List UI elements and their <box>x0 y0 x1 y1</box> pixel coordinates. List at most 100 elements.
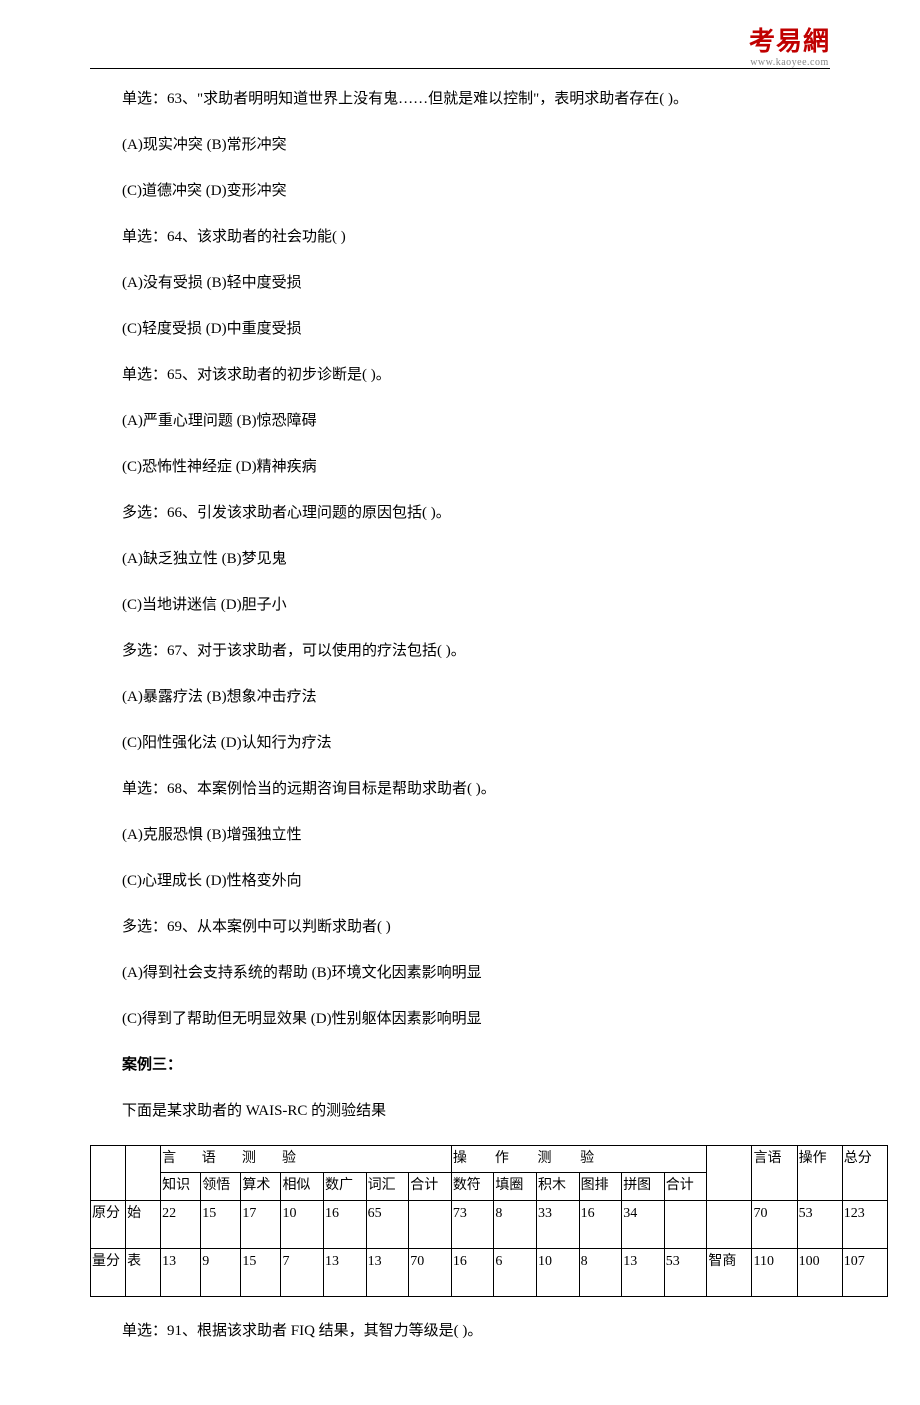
q64-stem: 单选：64、该求助者的社会功能( ) <box>122 225 830 249</box>
q68-opts-cd: (C)心理成长 (D)性格变外向 <box>122 869 830 893</box>
q67-opts-cd: (C)阳性强化法 (D)认知行为疗法 <box>122 731 830 755</box>
q65-opts-ab: (A)严重心理问题 (B)惊恐障碍 <box>122 409 830 433</box>
table-row-scale: 量分 表 13 9 15 7 13 13 70 16 6 10 8 13 53 … <box>91 1248 888 1296</box>
cell-raw-v-d: 10 <box>281 1200 324 1248</box>
cell-perf-group: 作 <box>494 1146 537 1173</box>
cell-sum-total: 总分 <box>842 1146 887 1201</box>
logo-url: www.kaoyee.com <box>749 57 830 68</box>
content-body: 单选：63、"求助者明明知道世界上没有鬼……但就是难以控制"，表明求助者存在( … <box>90 87 830 1343</box>
cell-scale-v-e: 13 <box>324 1248 367 1296</box>
cell-scale-v-d: 7 <box>281 1248 324 1296</box>
q65-stem: 单选：65、对该求助者的初步诊断是( )。 <box>122 363 830 387</box>
cell-blank <box>91 1146 126 1201</box>
q65-opts-cd: (C)恐怖性神经症 (D)精神疾病 <box>122 455 830 479</box>
q69-opts-ab: (A)得到社会支持系统的帮助 (B)环境文化因素影响明显 <box>122 961 830 985</box>
cell-scale-label2: 表 <box>126 1248 161 1296</box>
cell-scale-p-a: 16 <box>451 1248 494 1296</box>
cell-perf-group: 测 <box>537 1146 580 1173</box>
cell-perf-group: 验 <box>579 1146 622 1173</box>
header-divider <box>90 68 830 69</box>
q69-opts-cd: (C)得到了帮助但无明显效果 (D)性别躯体因素影响明显 <box>122 1007 830 1031</box>
case3-heading: 案例三： <box>122 1053 830 1077</box>
cell-raw-p-b: 8 <box>494 1200 537 1248</box>
q68-opts-ab: (A)克服恐惧 (B)增强独立性 <box>122 823 830 847</box>
cell-verbal-group: 验 <box>281 1146 324 1173</box>
q63-opts-cd: (C)道德冲突 (D)变形冲突 <box>122 179 830 203</box>
cell-raw-p-e: 34 <box>622 1200 665 1248</box>
cell-perf-group <box>664 1146 707 1173</box>
q67-stem: 多选：67、对于该求助者，可以使用的疗法包括( )。 <box>122 639 830 663</box>
cell-sub-p-b: 填圈 <box>494 1173 537 1200</box>
cell-verbal-group: 言 <box>161 1146 201 1173</box>
cell-raw-p-d: 16 <box>579 1200 622 1248</box>
q63-stem: 单选：63、"求助者明明知道世界上没有鬼……但就是难以控制"，表明求助者存在( … <box>122 87 830 111</box>
case3-intro: 下面是某求助者的 WAIS-RC 的测验结果 <box>122 1099 830 1123</box>
cell-scale-p-b: 6 <box>494 1248 537 1296</box>
q68-stem: 单选：68、本案例恰当的远期咨询目标是帮助求助者( )。 <box>122 777 830 801</box>
site-logo: 考易網 www.kaoyee.com <box>749 28 830 68</box>
cell-verbal-group: 语 <box>201 1146 241 1173</box>
cell-raw-v-a: 22 <box>161 1200 201 1248</box>
cell-perf-group: 操 <box>451 1146 494 1173</box>
cell-scale-s-total: 107 <box>842 1248 887 1296</box>
cell-scale-v-c: 15 <box>241 1248 281 1296</box>
cell-perf-group <box>622 1146 665 1173</box>
cell-scale-v-b: 9 <box>201 1248 241 1296</box>
cell-verbal-group: 测 <box>241 1146 281 1173</box>
cell-sub-v-e: 数广 <box>324 1173 367 1200</box>
q66-opts-cd: (C)当地讲迷信 (D)胆子小 <box>122 593 830 617</box>
cell-raw-s-perf: 53 <box>797 1200 842 1248</box>
cell-blank <box>707 1146 752 1201</box>
cell-sub-v-g: 合计 <box>409 1173 452 1200</box>
cell-sub-p-d: 图排 <box>579 1173 622 1200</box>
cell-sub-v-d: 相似 <box>281 1173 324 1200</box>
wais-table: 言 语 测 验 操 作 测 验 言语 操作 总分 <box>90 1145 888 1297</box>
cell-raw-v-b: 15 <box>201 1200 241 1248</box>
wais-table-wrap: 言 语 测 验 操 作 测 验 言语 操作 总分 <box>90 1145 888 1297</box>
table-row-group: 言 语 测 验 操 作 测 验 言语 操作 总分 <box>91 1146 888 1173</box>
cell-raw-p-f <box>664 1200 707 1248</box>
cell-verbal-group <box>409 1146 452 1173</box>
cell-raw-label1: 原分 <box>91 1200 126 1248</box>
cell-sum-perf: 操作 <box>797 1146 842 1201</box>
cell-raw-s-total: 123 <box>842 1200 887 1248</box>
q67-opts-ab: (A)暴露疗法 (B)想象冲击疗法 <box>122 685 830 709</box>
cell-raw-v-c: 17 <box>241 1200 281 1248</box>
cell-raw-v-f: 65 <box>366 1200 409 1248</box>
cell-sub-v-b: 领悟 <box>201 1173 241 1200</box>
cell-raw-v-e: 16 <box>324 1200 367 1248</box>
cell-scale-s-perf: 100 <box>797 1248 842 1296</box>
q63-opts-ab: (A)现实冲突 (B)常形冲突 <box>122 133 830 157</box>
table-row-raw: 原分 始 22 15 17 10 16 65 73 8 33 16 34 <box>91 1200 888 1248</box>
cell-scale-label1: 量分 <box>91 1248 126 1296</box>
cell-raw-gap <box>707 1200 752 1248</box>
cell-sub-p-c: 积木 <box>537 1173 580 1200</box>
cell-sub-v-c: 算术 <box>241 1173 281 1200</box>
cell-sub-p-e: 拼图 <box>622 1173 665 1200</box>
cell-scale-v-f: 13 <box>366 1248 409 1296</box>
cell-sub-v-f: 词汇 <box>366 1173 409 1200</box>
cell-sub-p-a: 数符 <box>451 1173 494 1200</box>
q66-opts-ab: (A)缺乏独立性 (B)梦见鬼 <box>122 547 830 571</box>
cell-scale-v-g: 70 <box>409 1248 452 1296</box>
cell-scale-p-e: 13 <box>622 1248 665 1296</box>
cell-raw-v-g <box>409 1200 452 1248</box>
q69-stem: 多选：69、从本案例中可以判断求助者( ) <box>122 915 830 939</box>
cell-scale-gap: 智商 <box>707 1248 752 1296</box>
logo-text: 考易網 <box>749 28 830 57</box>
q64-opts-cd: (C)轻度受损 (D)中重度受损 <box>122 317 830 341</box>
cell-scale-v-a: 13 <box>161 1248 201 1296</box>
page-root: 考易網 www.kaoyee.com 单选：63、"求助者明明知道世界上没有鬼…… <box>0 0 920 1405</box>
q91-stem: 单选：91、根据该求助者 FIQ 结果，其智力等级是( )。 <box>122 1319 830 1343</box>
cell-verbal-group <box>324 1146 367 1173</box>
cell-blank <box>126 1146 161 1201</box>
cell-scale-s-verbal: 110 <box>752 1248 797 1296</box>
cell-raw-s-verbal: 70 <box>752 1200 797 1248</box>
q64-opts-ab: (A)没有受损 (B)轻中度受损 <box>122 271 830 295</box>
cell-sub-p-f: 合计 <box>664 1173 707 1200</box>
cell-raw-label2: 始 <box>126 1200 161 1248</box>
cell-scale-p-f: 53 <box>664 1248 707 1296</box>
cell-scale-p-d: 8 <box>579 1248 622 1296</box>
cell-sum-verbal: 言语 <box>752 1146 797 1201</box>
cell-raw-p-c: 33 <box>537 1200 580 1248</box>
